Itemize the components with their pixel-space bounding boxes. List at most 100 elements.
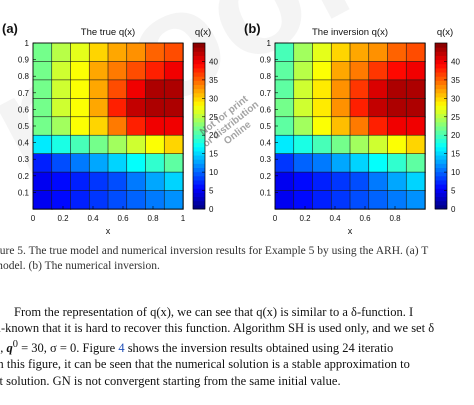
- heatmap-cell: [405, 98, 426, 118]
- colorbar-segment: [193, 138, 205, 144]
- colorbar-segment: [193, 101, 205, 106]
- panel-a-label: (a): [2, 21, 18, 36]
- colorbar-segment: [435, 63, 447, 69]
- heatmap-cell: [330, 98, 351, 118]
- heatmap-cell: [51, 61, 72, 81]
- colorbar-segment: [193, 204, 205, 210]
- x-axis-label: x: [348, 226, 353, 236]
- colorbar-segment: [193, 105, 205, 110]
- body-line-1: From the representation of q(x), we can …: [14, 305, 414, 319]
- colorbar-title: q(x): [195, 27, 211, 38]
- body-line-3-d: = 30, σ = 0. Figure: [17, 340, 119, 355]
- y-tick-label: 0.1: [260, 188, 272, 197]
- body-line-3-a: 5,: [0, 340, 4, 355]
- colorbar-segment: [435, 130, 447, 135]
- figure-4-link[interactable]: 4: [118, 340, 125, 355]
- heatmap-cell: [387, 134, 407, 155]
- colorbar-tick-label: 20: [209, 131, 218, 140]
- body-line-3-e: shows the inversion results obtained usi…: [124, 340, 394, 355]
- colorbar-segment: [193, 121, 205, 127]
- heatmap-cell: [145, 61, 165, 81]
- heatmap-cell: [405, 61, 426, 81]
- heatmap-cell: [51, 190, 72, 210]
- heatmap-cell: [330, 79, 351, 100]
- colorbar-segment: [435, 121, 447, 127]
- heatmap-cell: [32, 171, 53, 192]
- heatmap-cell: [312, 171, 332, 192]
- heatmap-cell: [70, 42, 90, 63]
- x-tick-label: 0.6: [359, 214, 371, 223]
- colorbar-segment: [193, 179, 205, 185]
- heatmap-cell: [368, 171, 389, 192]
- colorbar-segment: [193, 76, 205, 81]
- caption-line-2: model. (b) The numerical inversion.: [0, 260, 160, 272]
- heatmap-cell: [88, 42, 109, 63]
- colorbar-tick-label: 0: [451, 205, 456, 214]
- colorbar-segment: [193, 63, 205, 69]
- heatmap-cell: [405, 153, 426, 173]
- heatmap-cell: [349, 134, 370, 155]
- heatmap-cell: [349, 42, 370, 63]
- y-tick-label: 0.8: [18, 72, 30, 81]
- heatmap-cell: [126, 153, 147, 173]
- heatmap-cell: [70, 79, 90, 100]
- heatmap-cell: [163, 171, 184, 192]
- heatmap-cell: [312, 153, 332, 173]
- heatmap-cell: [312, 98, 332, 118]
- colorbar-tick-label: 35: [451, 76, 460, 85]
- heatmap-cell: [32, 79, 53, 100]
- colorbar-segment: [435, 76, 447, 81]
- x-tick-label: 0: [31, 214, 36, 223]
- colorbar-segment: [193, 134, 205, 139]
- heatmap-cell: [293, 79, 314, 100]
- colorbar-segment: [193, 96, 205, 102]
- colorbar-tick-label: 40: [209, 57, 218, 66]
- colorbar-segment: [193, 142, 205, 148]
- heatmap-cell: [107, 134, 128, 155]
- heatmap-cell: [387, 116, 407, 136]
- colorbar-frame: [434, 42, 448, 210]
- body-line-3-sup: 0: [12, 338, 18, 350]
- colorbar-segment: [435, 188, 447, 193]
- y-tick-label: 0.2: [18, 172, 30, 181]
- colorbar-title: q(x): [437, 27, 453, 38]
- colorbar-segment: [435, 47, 447, 52]
- colorbar-segment: [193, 130, 205, 135]
- heatmap-cell: [163, 134, 184, 155]
- heatmap-cell: [368, 134, 389, 155]
- heatmap-cell: [293, 134, 314, 155]
- y-tick-label: 0.4: [260, 139, 272, 148]
- heatmap-cell: [274, 61, 295, 81]
- colorbar-segment: [435, 155, 447, 160]
- figure-panel-b: (b) The inversion q(x) 0.1 0.2 0.3 0.4 0.5 0.6 0…: [244, 21, 460, 236]
- panel-b-label: (b): [244, 21, 261, 36]
- heatmap-cell: [126, 134, 147, 155]
- colorbar-segment: [435, 163, 447, 168]
- colorbar-tick-label: 20: [451, 131, 460, 140]
- x-tick-label: 0.6: [117, 214, 129, 223]
- colorbar-tick-label: 25: [209, 113, 218, 122]
- heatmap-cell: [274, 79, 295, 100]
- heatmap-cell: [387, 61, 407, 81]
- colorbar-segment: [193, 167, 205, 173]
- heatmap-cell: [107, 153, 128, 173]
- body-line-5: ct solution. GN is not convergent starti…: [0, 373, 341, 388]
- heatmap-cell: [126, 171, 147, 192]
- heatmap-cell: [312, 79, 332, 100]
- heatmap-cell: [163, 116, 184, 136]
- heatmap-cell: [126, 190, 147, 210]
- colorbar-segment: [193, 47, 205, 52]
- y-tick-label: 0.3: [18, 155, 30, 164]
- heatmap-cell: [145, 190, 165, 210]
- heatmap-cell: [51, 171, 72, 192]
- colorbar-segment: [435, 101, 447, 106]
- heatmap-cell: [330, 171, 351, 192]
- colorbar-tick-label: 5: [451, 187, 456, 196]
- colorbar-segment: [435, 105, 447, 110]
- colorbar-segment: [435, 80, 447, 85]
- body-line-3-q: q: [6, 340, 13, 355]
- colorbar-tick-label: 15: [209, 150, 218, 159]
- colorbar-segment: [435, 184, 447, 189]
- heatmap-cell: [293, 42, 314, 63]
